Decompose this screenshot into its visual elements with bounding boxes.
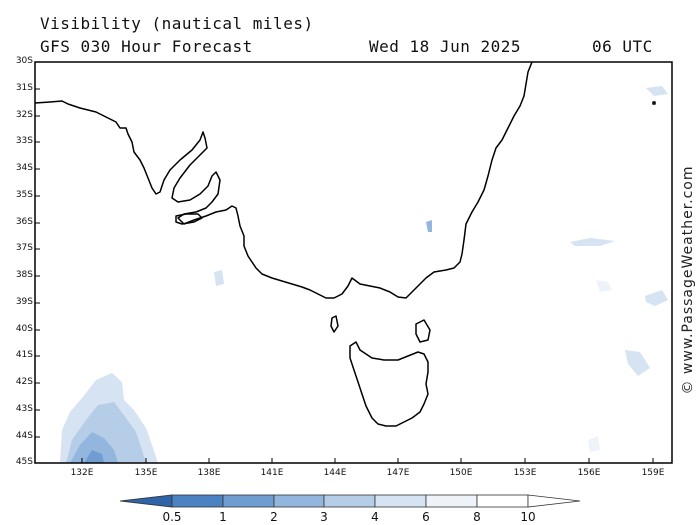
colorbar-swatch-2 [222,494,275,508]
lowest-visibility-core [84,450,104,463]
mist-patch [625,350,650,376]
colorbar-label: 3 [320,510,328,524]
lat-label: 37S [15,243,33,253]
lat-label: 45S [15,457,33,467]
tasmania-coast [349,341,429,427]
site-watermark: © www.PassageWeather.com [680,165,696,395]
mist-patch [426,220,432,232]
lon-ticks [81,458,654,463]
colorbar-label: 10 [520,510,536,524]
colorbar-swatch-6 [425,494,478,508]
colorbar-label: 6 [422,510,430,524]
mist-patch [646,86,668,96]
colorbar-swatch-5 [374,494,427,508]
lat-label: 39S [15,297,33,307]
lon-label: 147E [386,468,410,478]
visibility-shading [60,86,668,463]
kangaroo-island-coast [175,213,203,225]
lat-label: 41S [15,350,33,360]
colorbar-label: 1 [219,510,227,524]
lat-label: 36S [15,217,33,227]
lat-label: 34S [15,163,33,173]
mist-patch [570,238,615,246]
colorbar-swatch-7 [476,494,529,508]
flinders-island-coast [415,319,431,343]
lon-label: 132E [70,468,94,478]
lon-label: 153E [513,468,537,478]
king-island-coast [330,315,339,333]
forecast-time: 06 UTC [592,37,653,56]
colorbar-label: 2 [270,510,278,524]
lon-label: 150E [449,468,473,478]
colorbar-swatch-8 [527,494,581,508]
forecast-date: Wed 18 Jun 2025 [369,37,521,56]
lat-label: 40S [15,324,33,334]
lat-label: 35S [15,190,33,200]
lat-label: 42S [15,377,33,387]
mist-patch [596,280,612,292]
lon-label: 144E [323,468,347,478]
lon-label: 135E [134,468,158,478]
colorbar-swatch-4 [323,494,376,508]
lat-ticks [35,61,40,464]
lon-label: 141E [260,468,284,478]
mainland-coast [34,61,533,299]
colorbar-label: 4 [371,510,379,524]
lat-label: 33S [15,136,33,146]
colorbar-swatch-0 [119,494,173,508]
mist-patch [645,290,668,306]
lat-label: 32S [15,110,33,120]
map-frame [34,61,673,464]
colorbar-swatch-3 [273,494,325,508]
colorbar-swatch-1 [171,494,224,508]
lon-label: 138E [197,468,221,478]
colorbar [119,494,581,508]
lon-label: 159E [641,468,665,478]
lower-visibility-core [70,432,118,463]
coastline [34,61,656,427]
forecast-model: GFS 030 Hour Forecast [40,37,253,56]
mist-patch [214,270,224,286]
colorbar-label: 8 [473,510,481,524]
map-title: Visibility (nautical miles) [40,14,314,33]
colorbar-label: 0.5 [162,510,182,524]
mist-patch [588,436,600,452]
lat-label: 30S [15,56,33,66]
lord-howe-island [652,101,656,105]
lat-label: 31S [15,83,33,93]
lon-label: 156E [577,468,601,478]
lat-label: 43S [15,404,33,414]
lat-label: 38S [15,270,33,280]
lat-label: 44S [15,431,33,441]
